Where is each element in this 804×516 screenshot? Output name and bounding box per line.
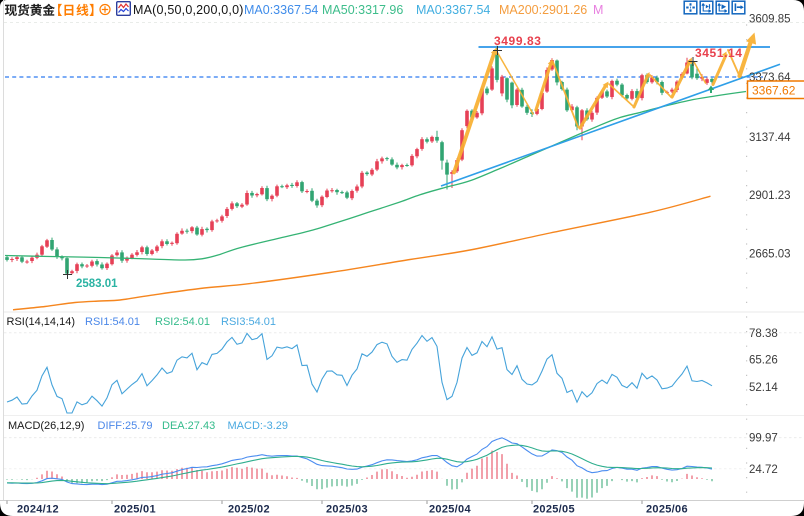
svg-text:78.38: 78.38: [749, 328, 778, 340]
svg-text:2025/01: 2025/01: [114, 504, 156, 516]
svg-text:M: M: [593, 3, 603, 17]
svg-text:2025/06: 2025/06: [646, 504, 688, 516]
svg-text:65.26: 65.26: [749, 354, 778, 366]
svg-text:RSI1:54.01: RSI1:54.01: [85, 316, 140, 328]
svg-text:DIFF:25.79: DIFF:25.79: [98, 420, 153, 432]
svg-text:RSI2:54.01: RSI2:54.01: [155, 316, 210, 328]
svg-text:52.14: 52.14: [749, 382, 778, 394]
svg-text:MA50:3317.96: MA50:3317.96: [322, 3, 403, 17]
svg-text:24.72: 24.72: [749, 464, 778, 476]
svg-text:2025/04: 2025/04: [429, 504, 471, 516]
svg-text:3137.44: 3137.44: [749, 132, 791, 144]
svg-text:2583.01: 2583.01: [76, 278, 118, 290]
svg-text:MA0:3367.54: MA0:3367.54: [416, 3, 490, 17]
svg-text:2024/12: 2024/12: [17, 504, 59, 516]
svg-text:2025/02: 2025/02: [228, 504, 270, 516]
svg-text:RSI3:54.01: RSI3:54.01: [221, 316, 276, 328]
svg-text:3451.14: 3451.14: [695, 46, 743, 60]
svg-text:2665.03: 2665.03: [749, 248, 791, 260]
svg-text:3367.62: 3367.62: [752, 84, 796, 98]
svg-text:99.97: 99.97: [749, 433, 778, 445]
svg-text:MA200:2901.26: MA200:2901.26: [499, 3, 587, 17]
svg-text:2901.23: 2901.23: [749, 190, 791, 202]
svg-text:3609.85: 3609.85: [749, 14, 791, 26]
svg-text:2025/03: 2025/03: [326, 504, 368, 516]
svg-text:MA0:3367.54: MA0:3367.54: [244, 3, 318, 17]
svg-text:MACD(26,12,9): MACD(26,12,9): [8, 420, 84, 432]
svg-text:2025/05: 2025/05: [533, 504, 575, 516]
svg-text:MACD:-3.29: MACD:-3.29: [228, 420, 289, 432]
svg-text:RSI(14,14,14): RSI(14,14,14): [7, 316, 75, 328]
svg-text:MA(0,50,0,200,0,0): MA(0,50,0,200,0,0): [133, 3, 244, 17]
svg-text:DEA:27.43: DEA:27.43: [162, 420, 215, 432]
svg-text:3499.83: 3499.83: [494, 34, 542, 48]
